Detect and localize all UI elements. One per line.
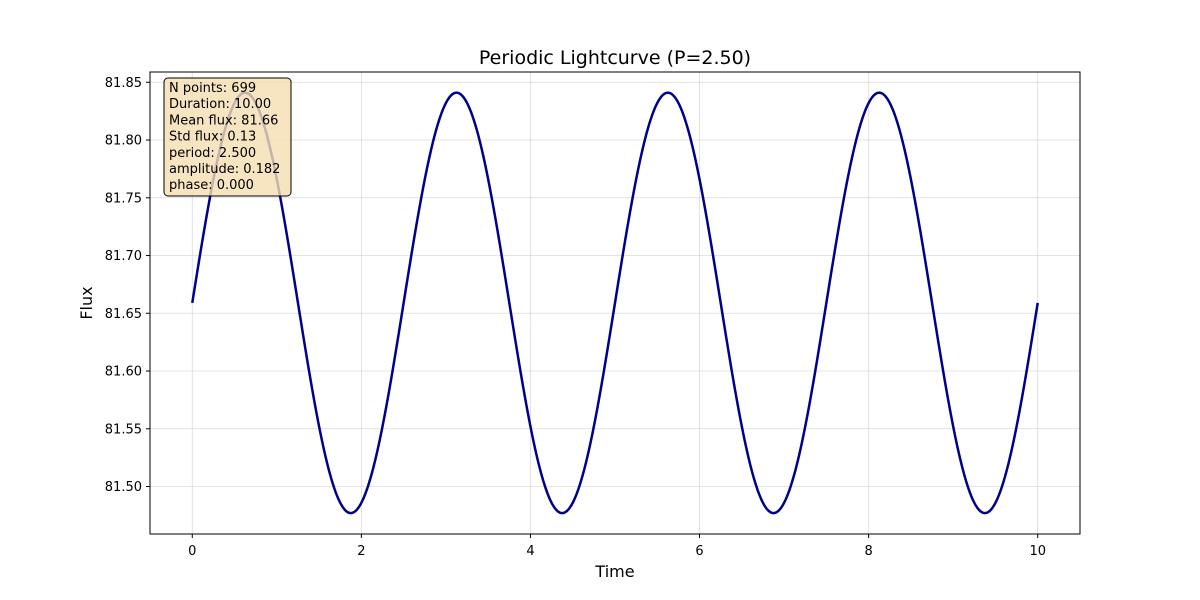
y-tick-label: 81.50 [105, 480, 142, 495]
x-tick-label: 10 [1029, 544, 1046, 559]
x-tick-label: 8 [864, 544, 872, 559]
y-tick-label: 81.65 [105, 307, 142, 322]
stats-line: period: 2.500 [169, 146, 256, 161]
plot-frame [149, 71, 1081, 535]
series-layer [191, 91, 1039, 515]
x-tick-label: 0 [188, 544, 196, 559]
x-tick-label: 6 [695, 544, 703, 559]
stats-line: Duration: 10.00 [169, 97, 271, 112]
stats-line: Mean flux: 81.66 [169, 113, 278, 128]
x-axis-ticks: 0 2 4 6 8 10 [188, 534, 1046, 559]
y-tick-label: 81.70 [105, 249, 142, 264]
y-axis-ticks: 81.50 81.55 81.60 81.65 81.70 81.75 81.80 81.85 [105, 76, 150, 495]
flux-series-line [191, 91, 1039, 515]
stats-box-background [163, 77, 292, 197]
y-tick-label: 81.85 [105, 76, 142, 91]
x-axis-label: Time [594, 562, 634, 581]
x-tick-label: 2 [357, 544, 365, 559]
stats-line: Std flux: 0.13 [169, 130, 256, 145]
stats-line: phase: 0.000 [169, 178, 254, 193]
chart-title: Periodic Lightcurve (P=2.50) [479, 47, 751, 69]
stats-line: amplitude: 0.182 [169, 162, 280, 177]
y-tick-label: 81.75 [105, 191, 142, 206]
x-tick-label: 4 [526, 544, 534, 559]
stats-line: N points: 699 [169, 81, 256, 96]
y-tick-label: 81.80 [105, 134, 142, 149]
y-tick-label: 81.60 [105, 365, 142, 380]
y-tick-label: 81.55 [105, 422, 142, 437]
y-axis-label: Flux [77, 286, 96, 319]
